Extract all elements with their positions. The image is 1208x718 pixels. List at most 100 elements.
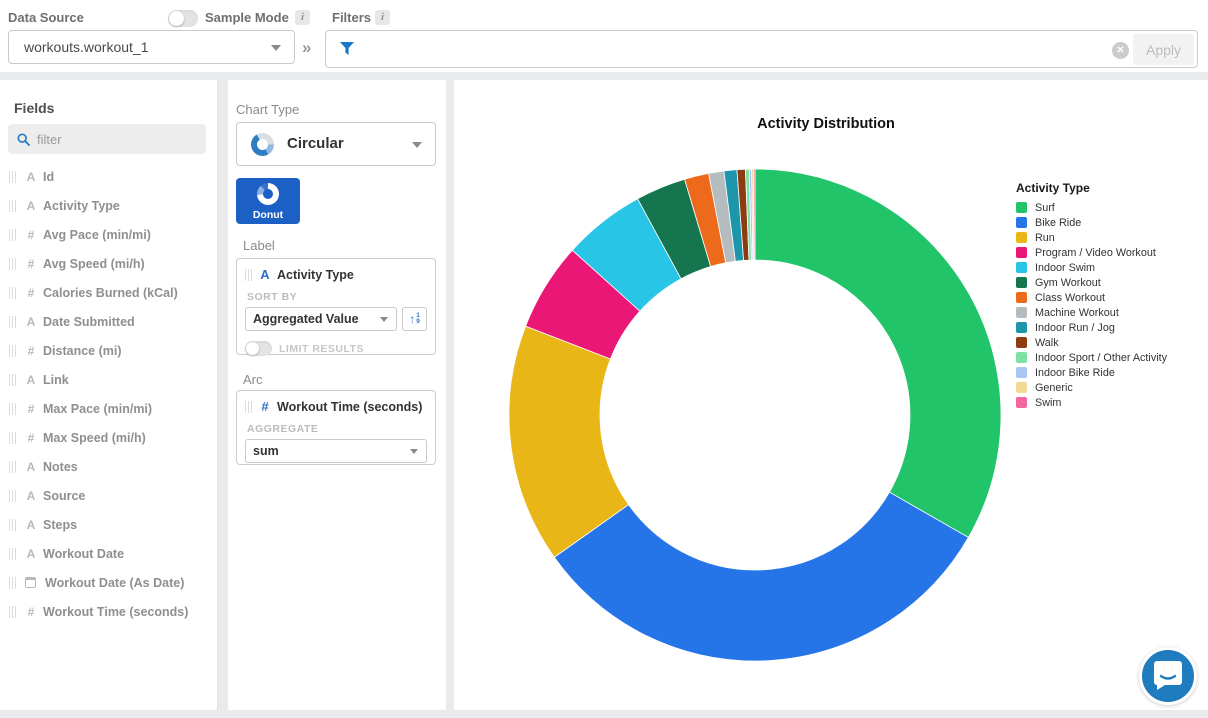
field-item[interactable]: ASource (0, 481, 218, 510)
chevron-down-icon (271, 45, 281, 51)
fields-panel: Fields AIdAActivity Type#Avg Pace (min/m… (0, 80, 218, 710)
field-item[interactable]: ANotes (0, 452, 218, 481)
legend-item[interactable]: Indoor Run / Jog (1016, 320, 1167, 335)
arc-field-pill[interactable]: # Workout Time (seconds) (245, 399, 427, 414)
legend-swatch (1016, 367, 1027, 378)
sort-by-select[interactable]: Aggregated Value (245, 307, 397, 331)
legend-label: Indoor Sport / Other Activity (1035, 352, 1167, 364)
legend-label: Generic (1035, 382, 1073, 394)
drag-handle-icon[interactable] (9, 258, 17, 270)
drag-handle-icon[interactable] (9, 171, 17, 183)
field-item[interactable]: #Max Speed (mi/h) (0, 423, 218, 452)
legend-item[interactable]: Indoor Bike Ride (1016, 365, 1167, 380)
fields-search[interactable] (8, 124, 206, 154)
sample-mode-toggle[interactable] (168, 10, 198, 27)
text-field-icon: A (23, 373, 39, 387)
label-field-card: A Activity Type SORT BY Aggregated Value… (236, 258, 436, 355)
text-field-icon: A (257, 267, 273, 282)
drag-handle-icon[interactable] (245, 269, 253, 281)
aggregate-label: AGGREGATE (247, 423, 427, 435)
clear-filters-icon[interactable]: ✕ (1112, 42, 1129, 59)
legend-label: Bike Ride (1035, 217, 1081, 229)
drag-handle-icon[interactable] (9, 461, 17, 473)
chart-type-select[interactable]: Circular (236, 122, 436, 166)
donut-segment[interactable] (753, 169, 755, 260)
field-item[interactable]: Workout Date (As Date) (0, 568, 218, 597)
field-item[interactable]: #Workout Time (seconds) (0, 597, 218, 626)
apply-button[interactable]: Apply (1133, 34, 1194, 65)
field-item[interactable]: ASteps (0, 510, 218, 539)
info-icon[interactable]: i (295, 10, 310, 25)
donut-subtype-button[interactable]: Donut (236, 178, 300, 224)
chat-button[interactable] (1139, 647, 1197, 705)
drag-handle-icon[interactable] (9, 606, 17, 618)
field-item[interactable]: #Distance (mi) (0, 336, 218, 365)
field-item[interactable]: #Calories Burned (kCal) (0, 278, 218, 307)
legend-label: Gym Workout (1035, 277, 1101, 289)
field-item[interactable]: ALink (0, 365, 218, 394)
drag-handle-icon[interactable] (9, 200, 17, 212)
field-item[interactable]: #Avg Pace (min/mi) (0, 220, 218, 249)
filter-funnel-icon (339, 41, 355, 57)
info-icon[interactable]: i (375, 10, 390, 25)
donut-segment[interactable] (554, 492, 968, 661)
legend-item[interactable]: Surf (1016, 200, 1167, 215)
limit-results-toggle[interactable] (245, 341, 272, 356)
field-item[interactable]: AId (0, 162, 218, 191)
drag-handle-icon[interactable] (9, 432, 17, 444)
toggle-knob (246, 342, 259, 355)
legend-item[interactable]: Indoor Swim (1016, 260, 1167, 275)
chat-bubble-icon (1142, 650, 1194, 702)
legend-swatch (1016, 292, 1027, 303)
legend-item[interactable]: Generic (1016, 380, 1167, 395)
circular-chart-icon (251, 133, 274, 156)
field-item[interactable]: AWorkout Date (0, 539, 218, 568)
chevron-down-icon (412, 142, 422, 148)
field-item[interactable]: #Avg Speed (mi/h) (0, 249, 218, 278)
chart-title: Activity Distribution (454, 116, 1198, 132)
legend-item[interactable]: Run (1016, 230, 1167, 245)
toggle-knob (169, 11, 184, 26)
drag-handle-icon[interactable] (9, 316, 17, 328)
date-field-icon (25, 577, 36, 588)
aggregate-select[interactable]: sum (245, 439, 427, 463)
legend-item[interactable]: Program / Video Workout (1016, 245, 1167, 260)
legend-item[interactable]: Bike Ride (1016, 215, 1167, 230)
drag-handle-icon[interactable] (245, 401, 253, 413)
legend-swatch (1016, 397, 1027, 408)
field-item[interactable]: ADate Submitted (0, 307, 218, 336)
drag-handle-icon[interactable] (9, 519, 17, 531)
sort-by-label: SORT BY (247, 291, 427, 303)
drag-handle-icon[interactable] (9, 403, 17, 415)
legend-swatch (1016, 382, 1027, 393)
drag-handle-icon[interactable] (9, 287, 17, 299)
collapse-chevrons[interactable]: » (302, 38, 311, 58)
legend-item[interactable]: Indoor Sport / Other Activity (1016, 350, 1167, 365)
legend-label: Machine Workout (1035, 307, 1119, 319)
fields-filter-input[interactable] (37, 132, 187, 147)
label-field-pill[interactable]: A Activity Type (245, 267, 427, 282)
drag-handle-icon[interactable] (9, 577, 17, 589)
filters-input[interactable]: ✕ Apply (325, 30, 1198, 68)
legend-item[interactable]: Walk (1016, 335, 1167, 350)
number-field-icon: # (23, 431, 39, 445)
drag-handle-icon[interactable] (9, 345, 17, 357)
drag-handle-icon[interactable] (9, 374, 17, 386)
field-item[interactable]: #Max Pace (min/mi) (0, 394, 218, 423)
field-item[interactable]: AActivity Type (0, 191, 218, 220)
drag-handle-icon[interactable] (9, 229, 17, 241)
data-source-select[interactable]: workouts.workout_1 (8, 30, 295, 64)
drag-handle-icon[interactable] (9, 490, 17, 502)
legend-item[interactable]: Swim (1016, 395, 1167, 410)
donut-segment[interactable] (755, 169, 1001, 537)
legend-swatch (1016, 232, 1027, 243)
field-item-label: Distance (mi) (43, 344, 122, 358)
legend-item[interactable]: Gym Workout (1016, 275, 1167, 290)
chevron-down-icon (380, 317, 388, 322)
drag-handle-icon[interactable] (9, 548, 17, 560)
legend-item[interactable]: Class Workout (1016, 290, 1167, 305)
field-item-label: Notes (43, 460, 78, 474)
legend-item[interactable]: Machine Workout (1016, 305, 1167, 320)
field-item-label: Date Submitted (43, 315, 135, 329)
sort-direction-button[interactable]: ↑ 1 9 (402, 307, 427, 331)
